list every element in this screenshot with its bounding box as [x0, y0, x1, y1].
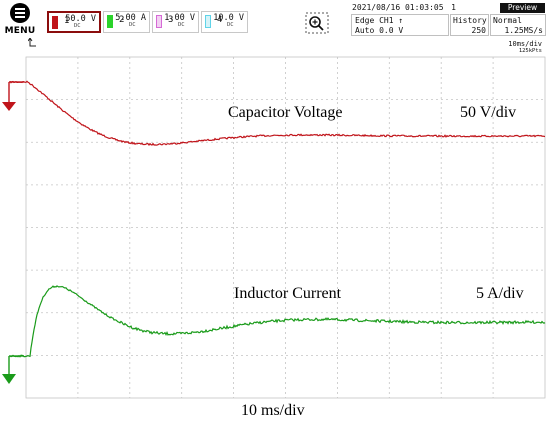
magnifier-plus-icon[interactable] [305, 12, 329, 34]
capacitor-scale-label: 50 V/div [460, 104, 517, 121]
menu-label: MENU [4, 26, 36, 36]
capacitor-voltage-label: Capacitor Voltage [228, 104, 343, 121]
channel-1-indicator: 1 [52, 14, 69, 32]
channel-2-ground-marker [2, 355, 24, 384]
channel-4-box[interactable]: 4 10.0 V DC [201, 11, 248, 33]
record-length-label: 125kPts [518, 48, 542, 54]
history-label: History [453, 16, 487, 25]
inductor-scale-label: 5 A/div [476, 285, 524, 302]
channel-1-ground-marker [2, 81, 24, 111]
channel-4-coupling: DC [227, 22, 234, 28]
channel-2-box[interactable]: 2 5.00 A DC [103, 11, 150, 33]
channel-2-coupling: DC [129, 22, 136, 28]
channel-1-box[interactable]: 1 50.0 V DC [47, 11, 101, 33]
menu-button[interactable]: MENU [3, 3, 37, 39]
channel-3-box[interactable]: 3 1.00 V DC [152, 11, 199, 33]
channel-2-indicator: 2 [107, 13, 124, 31]
datetime-label: 2021/08/16 01:03:05 [352, 3, 444, 12]
history-value: 250 [471, 26, 486, 35]
history-box[interactable]: History 250 [450, 14, 489, 36]
inductor-current-label: Inductor Current [234, 285, 342, 302]
preview-button[interactable]: Preview [500, 3, 545, 13]
channel-1-trace [9, 80, 546, 146]
channel-1-coupling: DC [74, 23, 81, 29]
sample-rate: 1.25MS/s [504, 26, 543, 35]
acquisition-box[interactable]: Normal 1.25MS/s [490, 14, 546, 36]
channel-4-indicator: 4 [205, 13, 222, 31]
menu-icon [10, 3, 30, 23]
acquisition-mode: Normal [493, 16, 522, 25]
channel-3-indicator: 3 [156, 13, 173, 31]
trigger-position-icon [27, 37, 38, 51]
graticule [25, 56, 546, 399]
time-scale-label: 10 ms/div [241, 402, 305, 419]
trigger-source: Edge CH1 ↑ [355, 16, 404, 25]
channel-3-scale: 1.00 V [164, 13, 195, 23]
channel-1-scale: 50.0 V [65, 14, 96, 24]
acquisition-count: 1 [451, 3, 456, 12]
channel-2-scale: 5.00 A [115, 13, 146, 23]
channel-2-trace [9, 285, 546, 358]
trigger-mode: Auto 0.0 V [355, 26, 404, 35]
trigger-info-box[interactable]: Edge CH1 ↑ Auto 0.0 V [351, 14, 449, 36]
channel-4-scale: 10.0 V [213, 13, 244, 23]
timebase-label: 10ms/div [508, 40, 542, 48]
channel-3-coupling: DC [178, 22, 185, 28]
